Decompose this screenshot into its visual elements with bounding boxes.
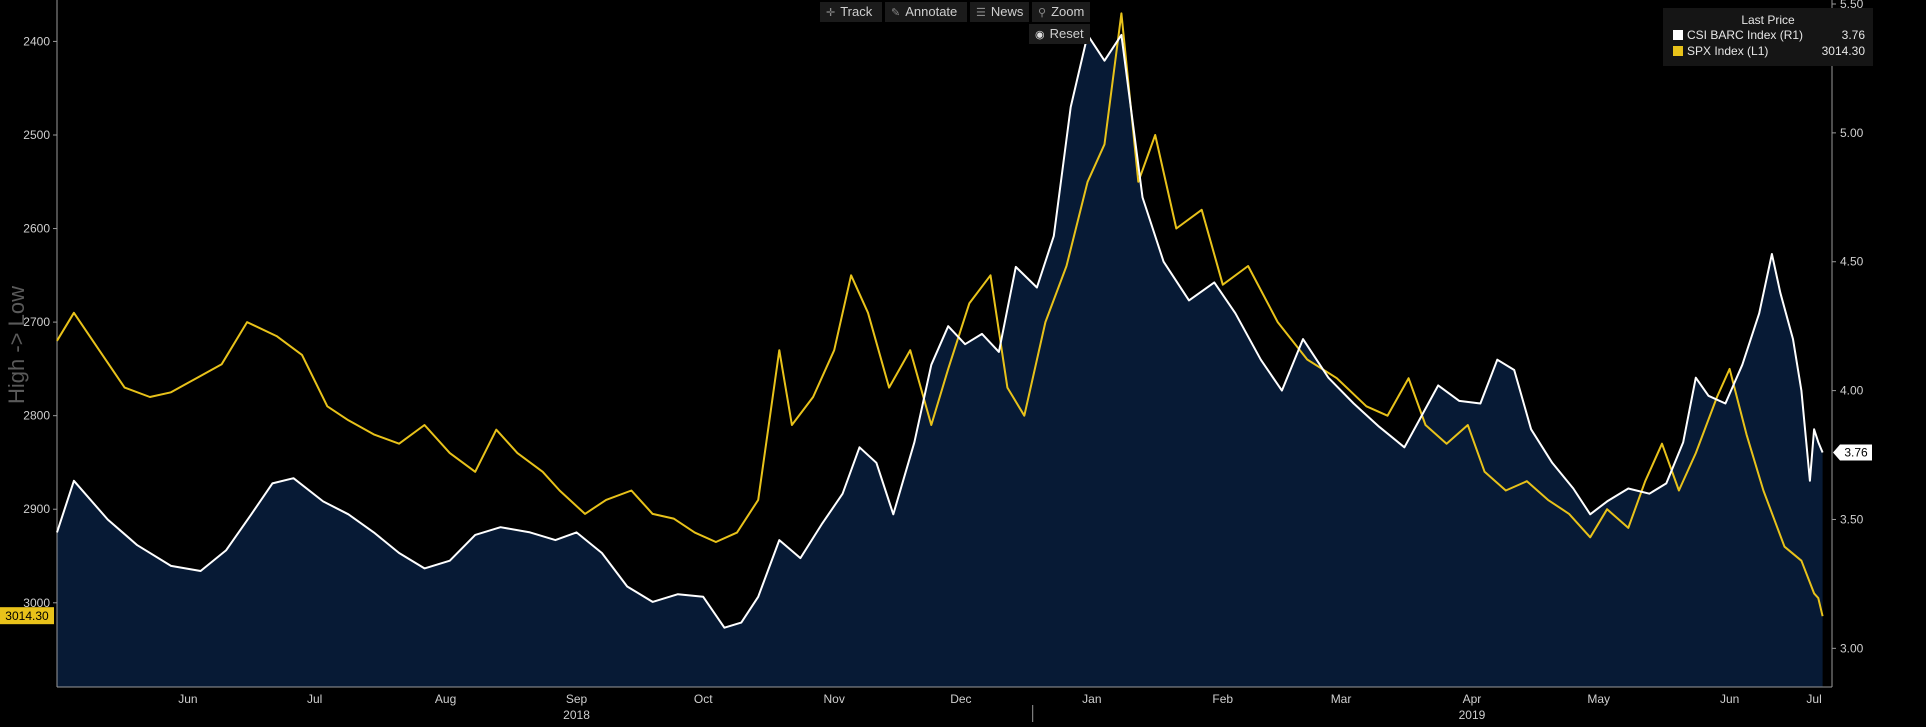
reset-button[interactable]: ◉ Reset [1029,24,1090,44]
csi-series-line [56,33,1824,629]
left-axis-title: High -> Low [4,286,29,404]
x-year-label-0: 2018 [563,708,590,722]
x-month-label-3: Sep [566,692,588,706]
x-month-label-10: Apr [1463,692,1482,706]
left-tick-label-1: 2500 [23,128,50,142]
news-button[interactable]: ☰ News [970,2,1029,22]
legend-value-csi: 3.76 [1841,28,1865,42]
magnifier-icon: ⚲ [1038,7,1047,19]
pencil-icon: ✎ [891,7,901,19]
x-month-label-2: Aug [435,692,456,706]
news-icon: ☰ [976,7,986,19]
reset-label: Reset [1049,26,1084,41]
track-label: Track [840,4,873,19]
legend-header: Last Price [1741,13,1795,27]
left-tick-label-2: 2600 [23,222,50,236]
right-tick-label-0: 3.00 [1840,641,1864,655]
x-month-label-12: Jun [1720,692,1739,706]
legend-label-csi: CSI BARC Index (R1) [1687,28,1804,42]
zoom-label: Zoom [1051,4,1085,19]
x-month-label-5: Nov [824,692,845,706]
annotate-label: Annotate [905,4,958,19]
legend: Last Price CSI BARC Index (R1) 3.76 SPX … [1663,8,1873,66]
legend-item-spx: SPX Index (L1) 3014.30 [1663,43,1873,59]
x-month-label-0: Jun [178,692,197,706]
right-tick-label-1: 3.50 [1840,512,1864,526]
track-button[interactable]: ✛ Track [820,2,882,22]
x-month-label-13: Jul [1806,692,1821,706]
x-month-label-11: May [1587,692,1610,706]
right-tick-label-5: 5.50 [1840,0,1864,11]
x-month-label-4: Oct [694,692,713,706]
legend-swatch-csi [1673,30,1683,40]
x-month-label-7: Jan [1082,692,1101,706]
spx-series-line [56,12,1824,617]
csi-last-value-label: 3.76 [1844,445,1868,459]
spx-last-value-tag [0,607,54,625]
x-month-label-6: Dec [950,692,971,706]
spx-last-value-label: 3014.30 [5,609,49,623]
x-month-label-1: Jul [307,692,322,706]
annotate-button[interactable]: ✎ Annotate [885,2,967,22]
crosshair-icon: ✛ [826,7,836,19]
zoom-button[interactable]: ⚲ Zoom [1032,2,1090,22]
legend-value-spx: 3014.30 [1821,44,1865,58]
right-tick-label-2: 4.00 [1840,384,1864,398]
left-tick-label-6: 3000 [23,596,50,610]
left-tick-label-4: 2800 [23,409,50,423]
news-label: News [990,4,1024,19]
x-year-label-1: 2019 [1459,708,1486,722]
x-month-label-9: Mar [1331,692,1352,706]
reset-radio-icon: ◉ [1035,29,1045,41]
legend-label-spx: SPX Index (L1) [1687,44,1769,58]
right-tick-label-4: 5.00 [1840,126,1864,140]
csi-last-value-tag [1833,444,1872,461]
right-tick-label-3: 4.50 [1840,255,1864,269]
csi-area-fill [57,34,1823,687]
left-tick-label-5: 2900 [23,502,50,516]
left-tick-label-0: 2400 [23,34,50,48]
legend-item-csi: CSI BARC Index (R1) 3.76 [1663,27,1873,43]
left-tick-label-3: 2700 [23,315,50,329]
legend-swatch-spx [1673,46,1683,56]
x-month-label-8: Feb [1212,692,1233,706]
